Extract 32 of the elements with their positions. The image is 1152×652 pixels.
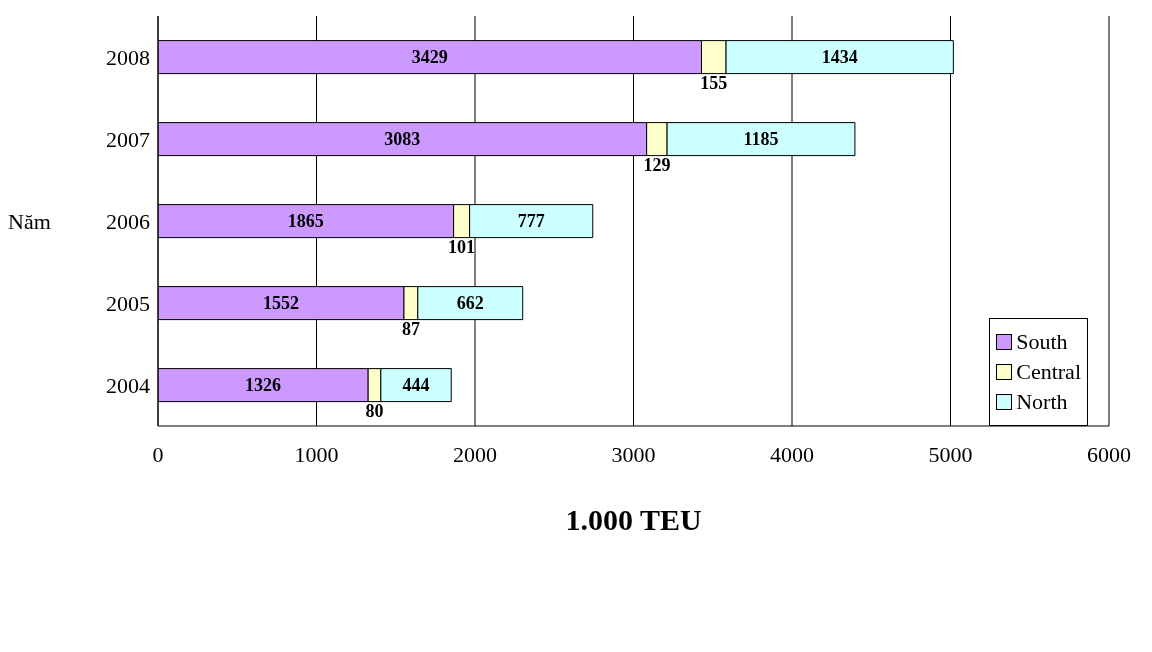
y-tick-label: 2005 bbox=[106, 290, 150, 316]
data-label: 1185 bbox=[743, 129, 779, 150]
data-label: 777 bbox=[517, 211, 545, 232]
x-tick-label: 0 bbox=[152, 441, 164, 467]
data-label: 444 bbox=[402, 375, 430, 396]
x-tick-label: 5000 bbox=[928, 441, 973, 467]
y-tick-label: 2006 bbox=[106, 208, 150, 234]
data-label: 3429 bbox=[411, 47, 448, 68]
legend-label: Central bbox=[1016, 359, 1081, 385]
x-tick-label: 3000 bbox=[611, 441, 656, 467]
y-tick-label: 2008 bbox=[106, 44, 150, 70]
data-label: 1326 bbox=[245, 375, 282, 396]
data-label: 87 bbox=[401, 319, 420, 340]
y-tick-label: 2004 bbox=[106, 372, 150, 398]
x-tick-label: 4000 bbox=[770, 441, 814, 467]
y-tick-label: 2007 bbox=[106, 126, 150, 152]
data-label: 80 bbox=[365, 401, 384, 422]
x-tick-label: 1000 bbox=[294, 441, 339, 467]
data-label: 1552 bbox=[263, 293, 299, 314]
legend-label: South bbox=[1016, 329, 1068, 355]
data-label: 662 bbox=[456, 293, 484, 314]
data-label: 101 bbox=[448, 237, 476, 258]
x-tick-label: 6000 bbox=[1087, 441, 1131, 467]
data-label: 129 bbox=[643, 155, 671, 176]
data-label: 155 bbox=[700, 73, 728, 94]
x-tick-label: 2000 bbox=[453, 441, 497, 467]
y-axis-title: Năm bbox=[8, 208, 51, 234]
x-axis-title: 1.000 TEU bbox=[565, 503, 702, 536]
data-label: 1434 bbox=[821, 47, 858, 68]
data-label: 1865 bbox=[287, 211, 324, 232]
legend-label: North bbox=[1016, 389, 1068, 415]
data-label: 3083 bbox=[384, 129, 421, 150]
